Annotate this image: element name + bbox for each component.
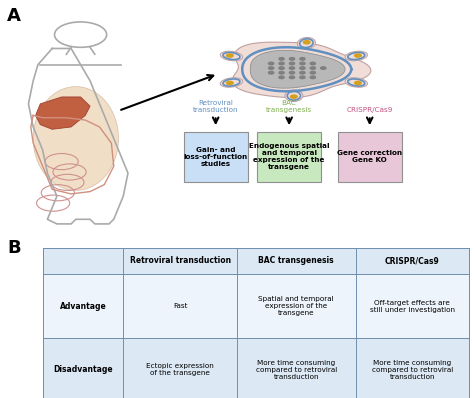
Text: CRISPR/Cas9: CRISPR/Cas9 [385, 256, 440, 265]
Text: Ectopic expression
of the transgene: Ectopic expression of the transgene [146, 363, 214, 376]
Ellipse shape [345, 51, 367, 61]
Circle shape [300, 72, 305, 74]
Text: More time consuming
compared to retroviral
transduction: More time consuming compared to retrovir… [255, 359, 337, 380]
Text: Endogenous spatial
and temporal
expression of the
transgene: Endogenous spatial and temporal expressi… [249, 143, 329, 170]
Circle shape [289, 62, 295, 65]
Circle shape [300, 76, 305, 78]
Circle shape [310, 62, 316, 65]
Text: Advantage: Advantage [60, 302, 106, 310]
Text: Fast: Fast [173, 303, 187, 309]
FancyBboxPatch shape [43, 248, 469, 274]
Text: Disadvantage: Disadvantage [53, 365, 113, 374]
Circle shape [310, 76, 316, 78]
Text: Gain- and
loss-of-function
studies: Gain- and loss-of-function studies [183, 147, 248, 167]
Text: Spatial and temporal
expression of the
transgene: Spatial and temporal expression of the t… [258, 296, 334, 316]
Circle shape [300, 62, 305, 65]
Circle shape [279, 67, 284, 69]
FancyBboxPatch shape [184, 132, 247, 182]
Circle shape [279, 58, 284, 60]
Circle shape [279, 62, 284, 65]
Text: Off-target effects are
still under investigation: Off-target effects are still under inves… [370, 300, 455, 312]
Circle shape [300, 67, 305, 69]
Polygon shape [250, 50, 345, 88]
Circle shape [355, 81, 361, 84]
Ellipse shape [33, 87, 118, 191]
Text: Retroviral transduction: Retroviral transduction [129, 256, 231, 265]
Circle shape [300, 58, 305, 60]
Circle shape [291, 95, 297, 98]
Ellipse shape [220, 78, 243, 87]
Circle shape [279, 76, 284, 78]
Ellipse shape [285, 90, 303, 101]
Circle shape [289, 58, 295, 60]
Ellipse shape [345, 78, 367, 87]
FancyBboxPatch shape [337, 132, 402, 182]
Circle shape [268, 67, 274, 69]
Text: CRISPR/Cas9: CRISPR/Cas9 [346, 107, 393, 113]
Text: More time consuming
compared to retroviral
transduction: More time consuming compared to retrovir… [372, 359, 453, 380]
Circle shape [279, 72, 284, 74]
Polygon shape [232, 42, 371, 98]
Text: A: A [7, 7, 21, 25]
Ellipse shape [297, 37, 316, 49]
Circle shape [289, 76, 295, 78]
Circle shape [268, 72, 274, 74]
Circle shape [268, 62, 274, 65]
Circle shape [227, 54, 233, 57]
Circle shape [310, 72, 316, 74]
Circle shape [320, 67, 326, 69]
Circle shape [303, 41, 310, 44]
Text: BAC
transgenesis: BAC transgenesis [266, 100, 312, 113]
Circle shape [310, 67, 316, 69]
Text: Retroviral
transduction: Retroviral transduction [193, 100, 238, 113]
Polygon shape [36, 97, 90, 129]
Text: BAC transgenesis: BAC transgenesis [258, 256, 334, 265]
Circle shape [289, 67, 295, 69]
FancyBboxPatch shape [43, 274, 469, 338]
FancyBboxPatch shape [43, 338, 469, 398]
Circle shape [355, 54, 361, 57]
Ellipse shape [220, 51, 243, 61]
Circle shape [289, 72, 295, 74]
Text: B: B [7, 239, 21, 257]
Circle shape [227, 81, 233, 84]
FancyBboxPatch shape [257, 132, 321, 182]
Text: Gene correction
Gene KO: Gene correction Gene KO [337, 150, 402, 164]
